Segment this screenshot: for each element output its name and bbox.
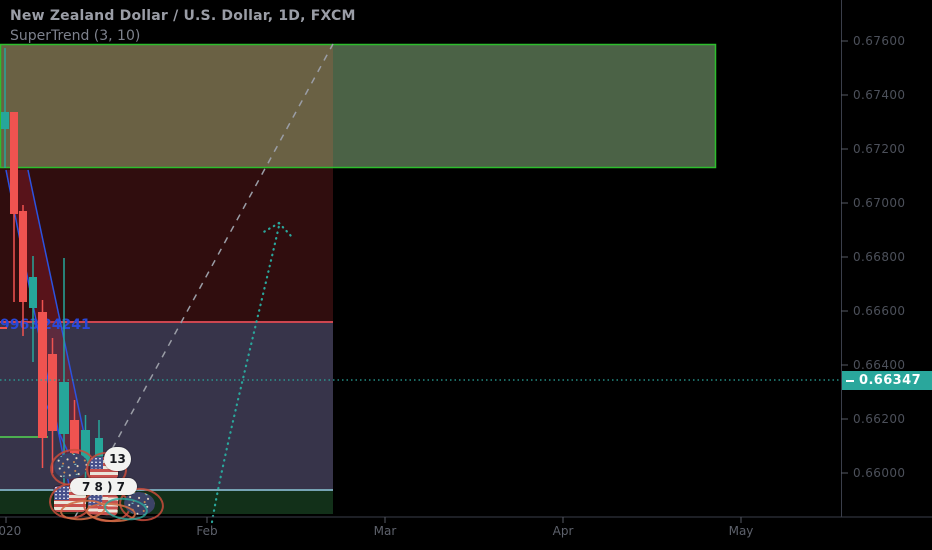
candle-body bbox=[1, 112, 9, 129]
candle-body bbox=[10, 112, 18, 214]
box-fill-left[interactable] bbox=[0, 44, 333, 168]
price-axis-label: 0.66000 bbox=[853, 466, 906, 480]
price-axis-label: 0.67200 bbox=[853, 142, 906, 156]
candle-body bbox=[38, 312, 47, 438]
price-axis-label: 0.67000 bbox=[853, 196, 906, 210]
green-box-border[interactable] bbox=[0, 43, 717, 169]
box-fill-right[interactable] bbox=[333, 44, 716, 168]
candle-body bbox=[48, 354, 57, 431]
price-axis-label: 0.66800 bbox=[853, 250, 906, 264]
number-bubble-row[interactable]: 7 8 ) 7 bbox=[70, 478, 137, 495]
price-axis-label: 0.67400 bbox=[853, 88, 906, 102]
time-axis-label: Apr bbox=[552, 524, 574, 538]
teal-dotted-arrow-head-right[interactable] bbox=[277, 221, 294, 239]
number-bubble-13[interactable]: 13 bbox=[104, 447, 131, 471]
candle-body bbox=[29, 277, 37, 308]
trendline-price-label-right: 24241 bbox=[42, 317, 91, 333]
candle-body bbox=[95, 438, 103, 462]
price-axis-label: 0.66400 bbox=[853, 358, 906, 372]
channel-fill[interactable] bbox=[6, 170, 96, 490]
time-axis-label: Mar bbox=[373, 524, 397, 538]
teal-dotted-arrow-shaft[interactable] bbox=[210, 224, 281, 524]
candle-body bbox=[81, 430, 90, 466]
price-axis-label: 0.66600 bbox=[853, 304, 906, 318]
time-axis-label: May bbox=[728, 524, 754, 538]
trendline-price-label-left: 9963 bbox=[0, 317, 39, 333]
time-axis-label: Feb bbox=[196, 524, 218, 538]
price-axis-label: 0.67600 bbox=[853, 34, 906, 48]
candle-body bbox=[59, 382, 69, 434]
current-price-tag: 0.66347 bbox=[842, 371, 932, 390]
price-axis-label: 0.66200 bbox=[853, 412, 906, 426]
teal-dotted-arrow-head-left[interactable] bbox=[260, 221, 281, 235]
candle-body bbox=[70, 420, 79, 472]
price-tag-value: 0.66347 bbox=[859, 373, 922, 388]
price-tag-tick bbox=[846, 379, 854, 382]
candle-body bbox=[19, 211, 27, 302]
time-axis-label: 2020 bbox=[0, 524, 22, 538]
